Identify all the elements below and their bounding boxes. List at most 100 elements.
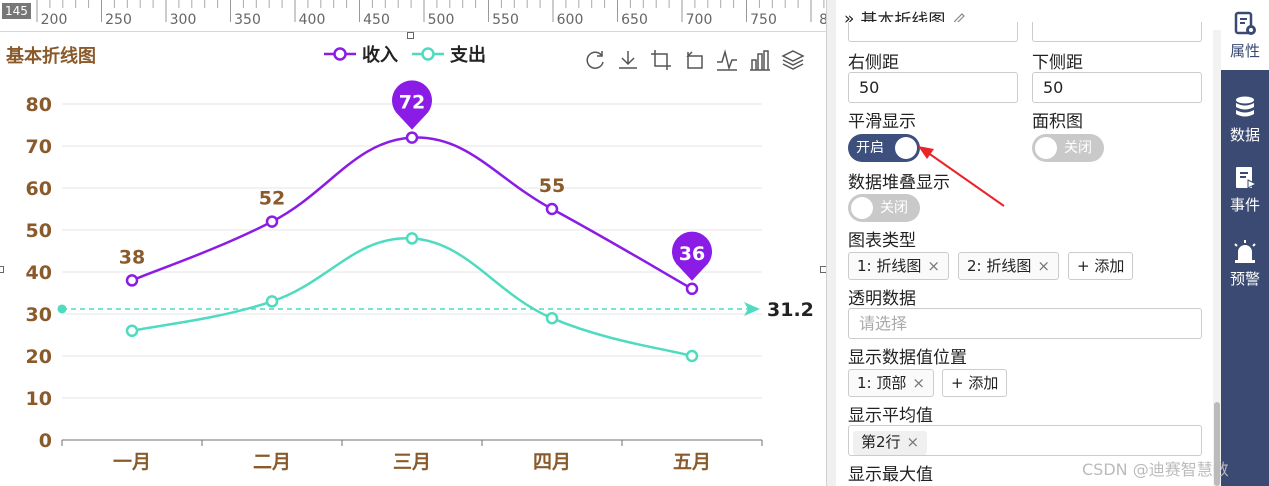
- nav-label: 事件: [1229, 196, 1260, 214]
- bottom-margin-label: 下侧距: [1032, 53, 1083, 73]
- download-icon[interactable]: [616, 48, 640, 72]
- area-toggle-text: 关闭: [1064, 140, 1092, 156]
- tag-text: 1: 顶部: [857, 374, 907, 392]
- stack-toggle-text: 关闭: [880, 200, 908, 216]
- nav-item-properties[interactable]: 属性: [1221, 0, 1269, 70]
- y-tick-label: 20: [26, 346, 52, 368]
- average-select[interactable]: 第2行 ×: [848, 425, 1202, 456]
- income-point: [125, 274, 139, 287]
- chart-type-label: 图表类型: [848, 231, 916, 251]
- toggle-knob: [895, 137, 917, 159]
- legend-expense-label: 支出: [450, 45, 486, 66]
- value-position-label: 显示数据值位置: [848, 348, 967, 368]
- database-icon: [1236, 96, 1254, 117]
- properties-panel: » 基本折线图 右侧距 下侧距 50 50 平滑显示 面积图 开启 关闭 数据堆…: [836, 0, 1221, 486]
- chart-canvas[interactable]: 0 10 20 30 40 50 60 70 80 一月 二月 三月 四月 五月 31.2 38 52 55 72 3…: [0, 32, 827, 486]
- x-tick-label: 一月: [113, 451, 151, 473]
- event-icon: [1236, 167, 1258, 189]
- y-tick-label: 70: [26, 136, 52, 158]
- bottom-margin-field[interactable]: 50: [1032, 72, 1202, 103]
- add-chart-type-button[interactable]: + 添加: [1068, 252, 1134, 280]
- side-nav: 属性 数据 事件 预警: [1221, 0, 1269, 486]
- selection-handle-left[interactable]: [0, 266, 4, 273]
- remove-icon[interactable]: ×: [1037, 257, 1050, 275]
- crop-icon[interactable]: [649, 48, 673, 72]
- nav-item-data[interactable]: 数据: [1221, 84, 1269, 154]
- right-margin-field[interactable]: 50: [848, 72, 1018, 103]
- toggle-knob: [851, 197, 873, 219]
- smooth-toggle[interactable]: 开启: [848, 134, 920, 162]
- x-tick-label: 二月: [253, 451, 291, 473]
- tag-text: 1: 折线图: [857, 257, 922, 275]
- max-marker-pin: [391, 80, 433, 130]
- add-value-position-button[interactable]: + 添加: [942, 369, 1008, 397]
- ruler-origin: 145: [2, 3, 31, 19]
- smooth-label: 平滑显示: [848, 112, 916, 132]
- average-label: 显示平均值: [848, 406, 933, 426]
- ruler-label: 250: [105, 12, 132, 28]
- y-tick-label: 10: [26, 388, 52, 410]
- remove-icon[interactable]: ×: [927, 257, 940, 275]
- ruler-label: 300: [170, 12, 197, 28]
- average-tag[interactable]: 第2行 ×: [853, 431, 928, 455]
- expense-point: [685, 349, 699, 363]
- stack-toggle-icon[interactable]: [781, 48, 805, 72]
- area-toggle[interactable]: 关闭: [1032, 134, 1104, 162]
- properties-icon: [1234, 11, 1256, 35]
- x-tick-label: 四月: [533, 451, 571, 473]
- y-tick-label: 0: [39, 430, 52, 452]
- average-line-label: 31.2: [767, 299, 814, 321]
- y-tick-label: 40: [26, 262, 52, 284]
- selection-handle-top[interactable]: [407, 32, 414, 39]
- min-marker-pin: [672, 231, 712, 281]
- expense-point: [125, 324, 139, 338]
- income-data-label: 52: [259, 188, 285, 210]
- top-margin-field[interactable]: [1032, 22, 1202, 42]
- expense-point: [545, 311, 559, 325]
- left-margin-field[interactable]: [848, 22, 1018, 42]
- remove-icon[interactable]: ×: [912, 374, 925, 392]
- ruler-label: 500: [428, 12, 455, 28]
- stack-toggle[interactable]: 关闭: [848, 194, 920, 222]
- smooth-toggle-text: 开启: [856, 140, 884, 156]
- y-tick-label: 50: [26, 220, 52, 242]
- legend-item-income[interactable]: 收入: [324, 41, 398, 67]
- collapse-icon[interactable]: »: [844, 8, 855, 29]
- transparent-select[interactable]: 请选择: [848, 308, 1202, 339]
- nav-label: 属性: [1229, 42, 1260, 60]
- right-margin-label: 右侧距: [848, 53, 899, 73]
- line-toggle-icon[interactable]: [715, 48, 739, 72]
- bar-toggle-icon[interactable]: [748, 48, 772, 72]
- remove-icon[interactable]: ×: [906, 433, 920, 451]
- chart-type-tag-2[interactable]: 2: 折线图 ×: [958, 252, 1059, 280]
- scrollbar-thumb[interactable]: [1214, 402, 1220, 486]
- nav-item-events[interactable]: 事件: [1221, 154, 1269, 224]
- y-tick-label: 80: [26, 94, 52, 116]
- income-point: [545, 202, 559, 216]
- panel-scrollbar[interactable]: [1213, 30, 1221, 486]
- expense-point: [265, 295, 279, 308]
- ruler-label: 80: [819, 12, 826, 28]
- chart-type-tag-1[interactable]: 1: 折线图 ×: [848, 252, 949, 280]
- max-label: 显示最大值: [848, 465, 933, 485]
- value-position-tag[interactable]: 1: 顶部 ×: [848, 369, 934, 397]
- area-label: 面积图: [1032, 112, 1083, 132]
- crop-back-icon[interactable]: [682, 48, 706, 72]
- nav-item-alarm[interactable]: 预警: [1221, 228, 1269, 298]
- expense-line: [131, 237, 693, 358]
- legend-income-icon: [324, 47, 356, 61]
- legend-income-label: 收入: [362, 45, 398, 66]
- watermark: CSDN @迪赛智慧数: [1082, 460, 1229, 479]
- income-point: [685, 282, 699, 296]
- nav-label: 数据: [1229, 126, 1260, 144]
- nav-label: 预警: [1229, 270, 1260, 288]
- income-point: [265, 215, 279, 228]
- income-line: [131, 136, 693, 290]
- refresh-icon[interactable]: [583, 48, 607, 72]
- legend-item-expense[interactable]: 支出: [412, 41, 486, 67]
- panel-divider[interactable]: [826, 0, 836, 486]
- ruler-label: 450: [363, 12, 390, 28]
- horizontal-ruler: 200 250 300 350 400 450 500 550 600 650 700 750 80 1…: [0, 0, 826, 32]
- alarm-icon: [1234, 240, 1256, 263]
